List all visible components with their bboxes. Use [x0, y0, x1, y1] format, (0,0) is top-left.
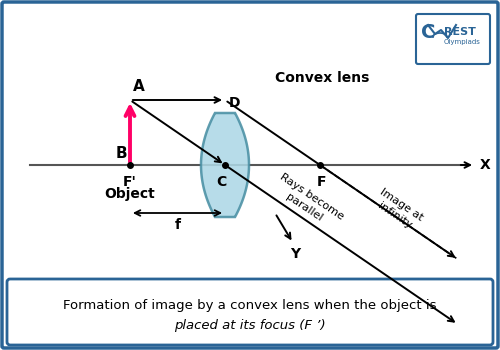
- Text: Y: Y: [290, 247, 300, 261]
- Text: f: f: [174, 218, 180, 232]
- Text: D: D: [229, 96, 240, 110]
- Text: Rays become
parallel: Rays become parallel: [270, 172, 345, 232]
- Text: Convex lens: Convex lens: [275, 71, 370, 85]
- FancyBboxPatch shape: [416, 14, 490, 64]
- Text: Formation of image by a convex lens when the object is: Formation of image by a convex lens when…: [63, 299, 437, 312]
- Text: Image at
infinity: Image at infinity: [371, 187, 425, 233]
- Text: A: A: [133, 79, 145, 94]
- Text: F: F: [318, 175, 327, 189]
- Text: Object: Object: [104, 187, 156, 201]
- Text: REST: REST: [444, 27, 476, 37]
- Text: C: C: [421, 23, 435, 42]
- Polygon shape: [201, 113, 249, 217]
- Text: Olympiads: Olympiads: [444, 39, 481, 45]
- Text: X: X: [480, 158, 491, 172]
- Text: B: B: [116, 146, 127, 161]
- FancyBboxPatch shape: [7, 279, 493, 345]
- Text: C: C: [216, 175, 226, 189]
- Text: placed at its focus (F ’): placed at its focus (F ’): [174, 318, 326, 331]
- Text: F': F': [123, 175, 137, 189]
